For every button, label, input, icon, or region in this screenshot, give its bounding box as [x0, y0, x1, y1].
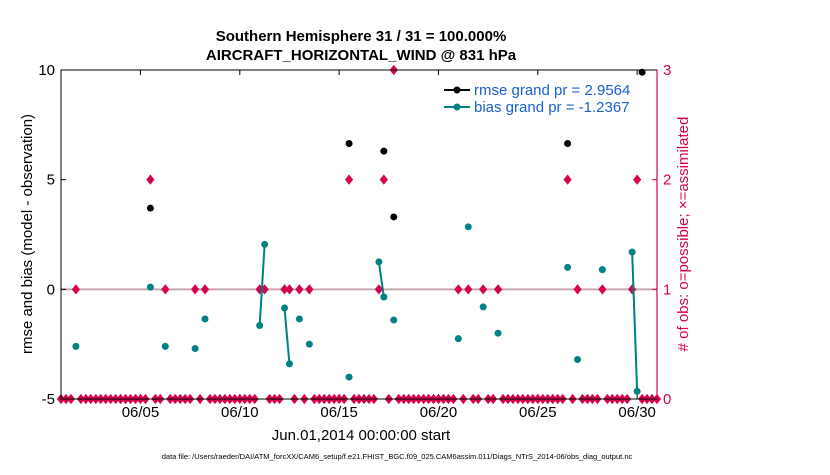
x-tick-label: 06/10 [221, 404, 259, 421]
obs-count-marker [598, 284, 607, 295]
bias-point [295, 315, 303, 323]
obs-count-marker [479, 284, 488, 295]
obs-count-marker [344, 174, 354, 185]
bias-segment [258, 244, 266, 326]
legend-bias-marker [453, 103, 461, 111]
obs-count-marker [563, 174, 572, 185]
obs-count-marker [633, 174, 642, 185]
legend-bias-label: bias grand pr = -1.2367 [474, 99, 630, 116]
y-tick-label-right: 3 [663, 62, 671, 79]
rmse-point [564, 139, 572, 147]
chart-title: Southern Hemisphere 31 / 31 = 100.000% [216, 28, 507, 45]
bias-point [72, 342, 80, 350]
bias-point [281, 304, 288, 312]
bias-point [494, 329, 502, 337]
y-axis-label-left: rmse and bias (model - observation) [19, 114, 36, 354]
legend-rmse-label: rmse grand pr = 2.9564 [474, 82, 630, 99]
obs-count-marker [305, 284, 314, 295]
y-axis-label-right: # of obs: o=possible; ×=assimilated [675, 117, 692, 352]
bias-segment [631, 252, 639, 392]
bias-segment [283, 307, 291, 364]
bias-point [564, 263, 572, 271]
bias-segment [377, 261, 385, 298]
obs-count-marker [161, 284, 170, 295]
bias-point [574, 356, 582, 364]
bias-point [261, 240, 269, 248]
bias-point [191, 345, 199, 353]
bias-point [256, 322, 264, 330]
obs-count-marker [493, 284, 503, 295]
y-tick-label-left: 10 [38, 62, 55, 79]
y-tick-label-right: 2 [663, 172, 671, 189]
y-tick-label-right: 1 [663, 281, 671, 298]
y-tick-label-left: -5 [42, 391, 55, 408]
bias-point [628, 248, 636, 256]
obs-count-marker [374, 284, 383, 295]
obs-count-marker [71, 284, 81, 295]
obs-count-marker [285, 284, 294, 295]
rmse-point [390, 213, 398, 221]
bias-point [454, 335, 462, 343]
x-tick-label: 06/05 [122, 404, 160, 421]
obs-count-marker [146, 174, 155, 185]
obs-count-marker [379, 174, 388, 185]
x-tick-label: 06/30 [618, 404, 656, 421]
bias-point [464, 223, 472, 231]
bias-point [345, 373, 353, 381]
bias-point [390, 316, 398, 324]
bias-point [201, 315, 209, 323]
obs-count-marker [295, 284, 304, 295]
bias-point [633, 387, 641, 395]
rmse-point [380, 147, 388, 155]
bias-point [161, 342, 169, 350]
rmse-point [146, 204, 154, 212]
chart-subtitle: AIRCRAFT_HORIZONTAL_WIND @ 831 hPa [206, 47, 517, 64]
x-axis-label: Jun.01,2014 00:00:00 start [272, 427, 451, 444]
y-tick-label-left: 0 [47, 281, 55, 298]
obs-count-marker [190, 284, 200, 295]
obs-count-marker [454, 284, 463, 295]
obs-count-marker [573, 284, 582, 295]
legend-rmse-marker [453, 86, 461, 94]
x-tick-label: 06/15 [320, 404, 358, 421]
bias-point [598, 266, 606, 274]
bias-point [305, 340, 313, 348]
bias-point [375, 258, 383, 266]
x-tick-label: 06/25 [519, 404, 557, 421]
x-tick-label: 06/20 [420, 404, 458, 421]
footnote: data file: /Users/raeder/DAI/ATM_forcXX/… [162, 452, 633, 461]
plot-area [61, 70, 657, 399]
bias-point [285, 360, 293, 368]
obs-count-marker [464, 284, 473, 295]
y-tick-label-left: 5 [47, 172, 55, 189]
rmse-point [345, 139, 353, 147]
bias-point [146, 283, 154, 291]
bias-point [380, 293, 388, 301]
bias-point [479, 303, 487, 311]
y-tick-label-right: 0 [663, 391, 671, 408]
obs-count-marker [200, 284, 210, 295]
